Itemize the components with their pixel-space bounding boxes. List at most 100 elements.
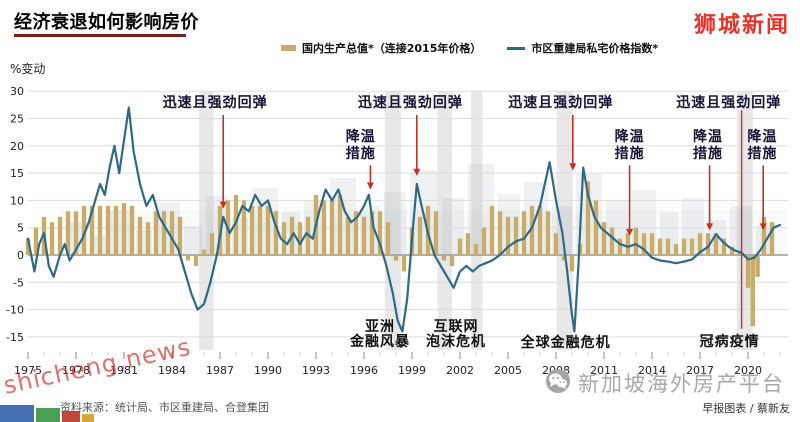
gdp-bar <box>665 238 671 255</box>
gdp-bar <box>209 233 215 255</box>
gdp-bar <box>89 205 95 255</box>
gdp-bar <box>129 205 135 255</box>
x-tick-label: 2017 <box>686 364 714 377</box>
x-tick-label: 1984 <box>158 364 186 377</box>
x-tick-label: 1987 <box>206 364 234 377</box>
wechat-icon <box>545 368 571 398</box>
gdp-bar <box>321 200 327 255</box>
gdp-bar <box>561 255 567 261</box>
gdp-bar <box>113 205 119 255</box>
gdp-bar <box>201 249 207 255</box>
gdp-bar <box>33 227 39 255</box>
gdp-bar <box>377 211 383 255</box>
gdp-bar <box>249 205 255 255</box>
gdp-bar <box>521 211 527 255</box>
cutoff-page-fragment <box>82 414 94 422</box>
skyline-building <box>330 178 356 256</box>
x-tick-label: 1993 <box>302 364 330 377</box>
y-tick-label: 30 <box>10 85 24 98</box>
x-tick-label: 1981 <box>110 364 138 377</box>
x-tick-label: 2011 <box>590 364 618 377</box>
gdp-bar <box>457 238 463 255</box>
gdp-bar <box>705 233 711 255</box>
gdp-bar <box>241 200 247 255</box>
source-note: 资料来源：统计局、市区重建局、合登集团 <box>60 401 269 414</box>
x-tick-label: 2014 <box>638 364 666 377</box>
y-axis-label: %变动 <box>10 62 46 76</box>
gdp-bar <box>609 227 615 255</box>
recession-band <box>384 91 401 350</box>
annotation-arrowhead <box>569 163 577 171</box>
gdp-bar <box>625 233 631 255</box>
gdp-bar <box>353 211 359 255</box>
gdp-bar <box>697 233 703 255</box>
gdp-bar <box>97 205 103 255</box>
y-tick-label: 5 <box>17 222 24 235</box>
shicheng-news-logo: 狮城新闻 <box>693 13 790 38</box>
gdp-bar <box>553 233 559 255</box>
gdp-bar <box>345 216 351 255</box>
gdp-bar <box>585 181 591 255</box>
gdp-legend-swatch <box>281 45 296 51</box>
gdp-bar <box>755 255 760 277</box>
gdp-bar <box>761 216 767 255</box>
gdp-bar <box>769 222 775 255</box>
y-tick-label: 25 <box>10 113 24 126</box>
y-tick-label: 0 <box>17 249 24 262</box>
gdp-bar <box>729 246 735 255</box>
watermark-platform: 新加坡海外房产平台 <box>545 368 785 398</box>
gdp-bar <box>361 216 367 255</box>
gdp-bar <box>177 216 183 255</box>
recession-band <box>437 91 452 350</box>
watermark-platform-text: 新加坡海外房产平台 <box>578 372 785 396</box>
gdp-bar <box>185 255 191 261</box>
gdp-bar <box>449 255 455 266</box>
y-tick-label: -15 <box>6 331 24 344</box>
gdp-bar <box>633 227 639 255</box>
price-index-line <box>26 106 782 333</box>
annotation-arrowhead <box>219 201 227 209</box>
gdp-bar <box>265 205 271 255</box>
x-tick-label: 2005 <box>494 364 522 377</box>
gdp-bar <box>721 238 727 255</box>
gdp-bar <box>657 238 663 255</box>
gdp-bar <box>473 244 479 255</box>
annotation-arrowhead <box>759 223 767 231</box>
y-tick-label: 10 <box>10 194 24 207</box>
title-underline <box>14 34 186 37</box>
chart-credit: 早报图表 / 蔡新友 <box>702 402 790 415</box>
skyline-building <box>110 210 132 256</box>
x-tick-label: 1990 <box>254 364 282 377</box>
gdp-bar <box>329 200 335 255</box>
gdp-bar <box>193 255 199 266</box>
gdp-bar <box>750 255 755 326</box>
gdp-bar <box>505 216 511 255</box>
gdp-bar <box>273 211 279 255</box>
gdp-bar <box>489 205 495 255</box>
gdp-bar <box>681 238 687 255</box>
gdp-bar <box>81 205 87 255</box>
gdp-bar <box>713 233 719 255</box>
gdp-bar <box>369 211 375 255</box>
gdp-bar <box>433 211 439 255</box>
y-tick-label: 15 <box>10 167 24 180</box>
annotation-arrowhead <box>413 168 421 176</box>
gdp-bar <box>545 211 551 255</box>
gdp-bar <box>145 222 151 255</box>
cutoff-page-fragment <box>0 405 34 422</box>
gdp-bar <box>233 194 239 255</box>
gdp-bar <box>57 216 63 255</box>
gdp-bar <box>137 216 143 255</box>
gdp-bar <box>673 244 679 255</box>
price-index-legend-label: 市区重建局私宅价格指数* <box>531 42 659 55</box>
y-tick-label: 20 <box>10 140 24 153</box>
annotation-arrowhead <box>366 182 374 190</box>
gdp-bar <box>73 211 79 255</box>
skyline-building <box>660 212 678 256</box>
gdp-bar <box>105 205 111 255</box>
gdp-bar <box>169 211 175 255</box>
gdp-bar <box>49 222 55 255</box>
cutoff-page-fragment <box>36 408 60 422</box>
